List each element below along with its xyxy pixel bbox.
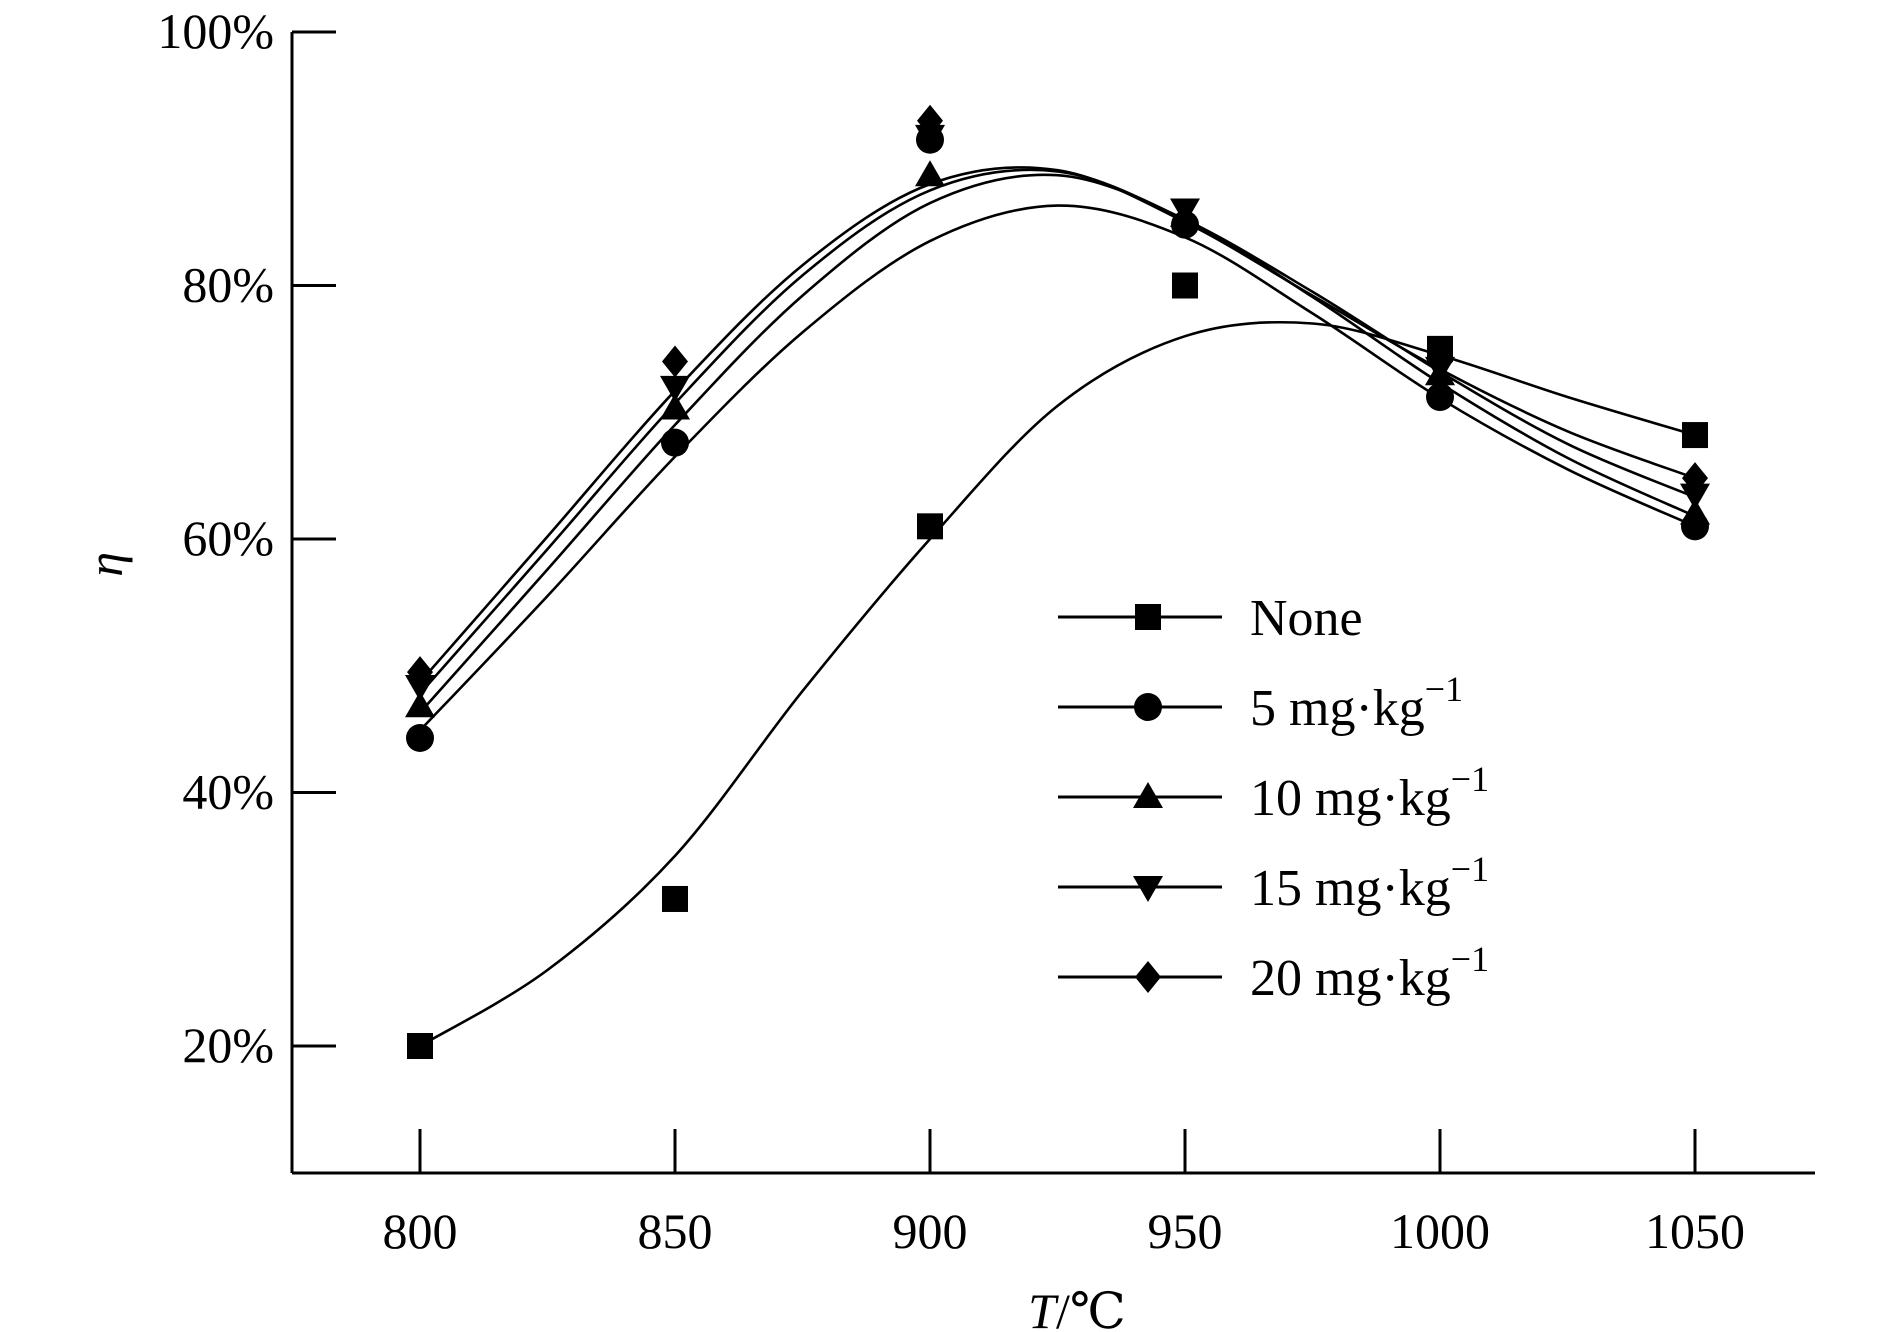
data-point-triangle-up (660, 393, 690, 420)
series-line-1 (419, 204, 1696, 732)
series-line-3 (419, 168, 1696, 695)
data-point-triangle-up (1680, 498, 1710, 525)
data-point-circle (1426, 383, 1454, 412)
data-point-diamond (1172, 206, 1198, 239)
data-point-triangle-down (1680, 483, 1710, 510)
x-tick-label: 850 (638, 1203, 713, 1259)
y-tick-label: 20% (182, 1017, 274, 1073)
x-ticks: 800 850 900 950 1000 1050 (383, 1129, 1745, 1259)
legend-label-text: 5 mg·kg (1250, 680, 1425, 737)
data-point-diamond (917, 104, 943, 137)
data-point-circle (406, 723, 434, 752)
x-axis-label: T/℃ (1028, 1283, 1126, 1332)
data-point-square (662, 885, 688, 912)
legend-marker-circle (1134, 693, 1162, 721)
data-markers (405, 104, 1710, 1059)
data-point-triangle-up (405, 691, 435, 718)
x-tick-label: 800 (383, 1203, 458, 1259)
legend-marker-diamond (1135, 961, 1161, 993)
legend-label: 15 mg·kg−1 (1250, 849, 1489, 917)
data-point-diamond (1427, 345, 1453, 378)
data-point-square (917, 513, 943, 540)
series-line-2 (419, 173, 1696, 714)
axes (290, 32, 1815, 1175)
x-tick-label: 900 (893, 1203, 968, 1259)
legend-label-superscript: −1 (1451, 849, 1489, 889)
x-axis-label-unit: /℃ (1056, 1283, 1126, 1332)
legend-label-text: None (1250, 590, 1363, 647)
series-line-4 (419, 166, 1696, 684)
x-axis-label-variable: T (1028, 1283, 1059, 1332)
legend-label-superscript: −1 (1451, 939, 1489, 979)
series-line-0 (419, 320, 1696, 1048)
legend-label-text: 15 mg·kg (1250, 860, 1451, 917)
legend-marker-square (1135, 604, 1161, 630)
data-point-triangle-up (915, 160, 945, 187)
data-point-square (1682, 422, 1708, 449)
legend-label-superscript: −1 (1425, 669, 1463, 709)
legend-label: 5 mg·kg−1 (1250, 669, 1463, 737)
fitted-curves (419, 166, 1696, 1048)
legend-label-text: 10 mg·kg (1250, 770, 1451, 827)
x-tick-label: 1000 (1390, 1203, 1490, 1259)
x-tick-label: 950 (1148, 1203, 1223, 1259)
legend-label-superscript: −1 (1451, 759, 1489, 799)
legend-label: None (1250, 590, 1363, 647)
legend-label: 10 mg·kg−1 (1250, 759, 1489, 827)
y-tick-label: 60% (182, 510, 274, 566)
data-point-diamond (1682, 462, 1708, 495)
data-point-diamond (662, 345, 688, 378)
data-point-square (407, 1033, 433, 1059)
x-tick-label: 1050 (1645, 1203, 1745, 1259)
data-point-triangle-down (915, 124, 945, 151)
legend-label: 20 mg·kg−1 (1250, 939, 1489, 1007)
y-axis-label: η (77, 552, 133, 577)
y-tick-label: 80% (182, 257, 274, 313)
y-ticks: 20% 40% 60% 80% 100% (157, 3, 336, 1073)
y-tick-label: 40% (182, 764, 274, 820)
y-tick-label: 100% (157, 3, 274, 59)
data-point-diamond (407, 656, 433, 689)
data-point-triangle-down (660, 375, 690, 402)
legend-marker-triangle-up (1133, 782, 1163, 808)
data-point-square (1172, 272, 1198, 299)
legend-marker-triangle-down (1133, 876, 1163, 902)
legend-label-text: 20 mg·kg (1250, 950, 1451, 1007)
data-point-circle (661, 428, 689, 457)
